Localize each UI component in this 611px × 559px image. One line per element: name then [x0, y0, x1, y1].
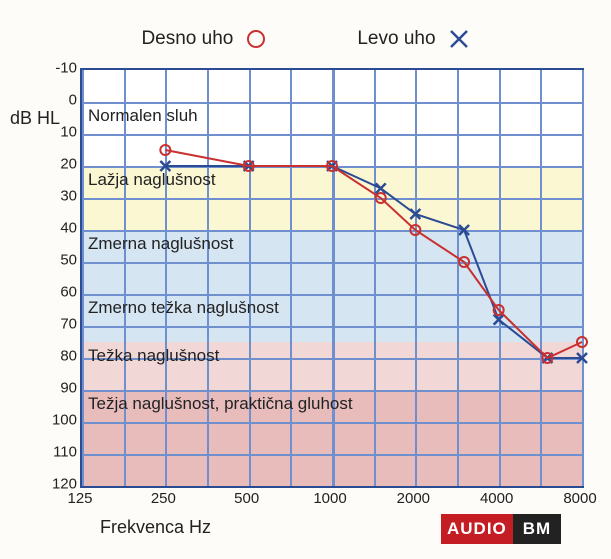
audiogram-plot: Normalen sluhLažja naglušnostZmerna nagl… [80, 68, 584, 488]
x-tick-label: 500 [234, 490, 259, 507]
y-tick-label: 60 [37, 284, 77, 301]
y-tick-label: 90 [37, 380, 77, 397]
y-tick-label: 10 [37, 124, 77, 141]
y-tick-label: 40 [37, 220, 77, 237]
x-tick-label: 125 [67, 490, 92, 507]
series-line-right [165, 150, 582, 358]
logo-part-1: AUDIO [441, 514, 513, 544]
gridline-vertical [582, 70, 584, 486]
y-tick-label: 30 [37, 188, 77, 205]
y-tick-label: 80 [37, 348, 77, 365]
x-tick-label: 250 [151, 490, 176, 507]
x-tick-label: 2000 [397, 490, 430, 507]
marker-x [376, 183, 386, 193]
legend-left-label: Levo uho [357, 28, 435, 50]
data-series [82, 70, 582, 486]
legend: Desno uho Levo uho [0, 28, 611, 50]
x-tick-label: 8000 [563, 490, 596, 507]
y-tick-label: 0 [37, 92, 77, 109]
y-tick-label: 110 [37, 444, 77, 461]
x-axis-label: Frekvenca Hz [100, 517, 211, 538]
legend-right-label: Desno uho [141, 28, 233, 50]
marker-x [459, 225, 469, 235]
y-tick-label: 20 [37, 156, 77, 173]
logo-part-2: BM [513, 514, 561, 544]
brand-logo: AUDIO BM [441, 514, 581, 544]
y-tick-label: 50 [37, 252, 77, 269]
x-icon [448, 28, 470, 50]
marker-x [410, 209, 420, 219]
marker-x [494, 315, 504, 325]
x-tick-label: 4000 [480, 490, 513, 507]
circle-icon [245, 28, 267, 50]
audiogram-container: Desno uho Levo uho dB HL Frekvenca Hz -1… [0, 0, 611, 559]
y-tick-label: 100 [37, 412, 77, 429]
y-tick-label: -10 [37, 60, 77, 77]
y-tick-label: 70 [37, 316, 77, 333]
x-tick-label: 1000 [313, 490, 346, 507]
legend-right-ear: Desno uho [141, 28, 267, 50]
legend-left-ear: Levo uho [357, 28, 469, 50]
